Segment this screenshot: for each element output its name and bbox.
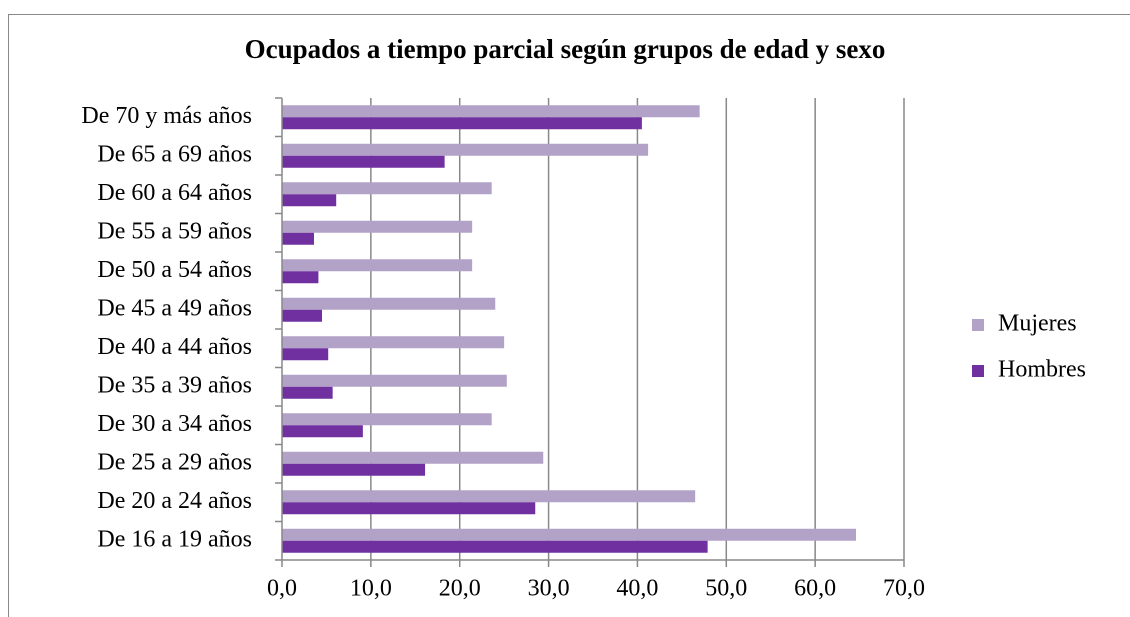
bar (282, 451, 544, 464)
y-tick-label: De 60 a 64 años (97, 180, 252, 206)
bar (282, 155, 445, 168)
bar (282, 309, 322, 322)
legend-swatch (972, 365, 984, 377)
bar (282, 502, 536, 515)
x-tick-label: 60,0 (794, 576, 836, 602)
bar (282, 105, 700, 118)
bar (282, 220, 473, 233)
bar (282, 374, 507, 387)
y-tick-label: De 50 a 54 años (97, 257, 252, 283)
y-tick-label: De 25 a 29 años (97, 449, 252, 475)
legend-label: Mujeres (998, 311, 1077, 337)
y-tick-label: De 40 a 44 años (97, 334, 252, 360)
x-tick-label: 10,0 (350, 576, 392, 602)
bar (282, 528, 857, 541)
bar (282, 117, 642, 130)
bar (282, 143, 649, 156)
y-tick-label: De 55 a 59 años (97, 218, 252, 244)
y-tick-label: De 20 a 24 años (97, 488, 252, 514)
bar (282, 297, 496, 310)
y-tick-label: De 35 a 39 años (97, 372, 252, 398)
bar (282, 490, 696, 503)
bar (282, 540, 708, 553)
y-tick-label: De 65 a 69 años (97, 141, 252, 167)
x-tick-label: 70,0 (883, 576, 925, 602)
bar (282, 413, 492, 426)
legend-swatch (972, 319, 984, 331)
x-tick-label: 40,0 (616, 576, 658, 602)
legend-label: Hombres (998, 357, 1086, 383)
chart-title: Ocupados a tiempo parcial según grupos d… (245, 34, 886, 64)
y-tick-label: De 16 a 19 años (97, 526, 252, 552)
x-tick-label: 50,0 (705, 576, 747, 602)
bar (282, 386, 333, 399)
y-tick-label: De 30 a 34 años (97, 411, 252, 437)
y-tick-label: De 70 y más años (81, 103, 252, 129)
bar (282, 232, 314, 245)
bar (282, 194, 337, 207)
bar (282, 336, 505, 349)
bar (282, 463, 426, 476)
y-tick-label: De 45 a 49 años (97, 295, 252, 321)
bar (282, 259, 473, 272)
bar (282, 271, 319, 284)
bar (282, 182, 492, 195)
x-tick-label: 20,0 (439, 576, 481, 602)
x-tick-label: 30,0 (528, 576, 570, 602)
bar (282, 348, 329, 361)
bar (282, 425, 363, 438)
x-tick-label: 0,0 (267, 576, 297, 602)
